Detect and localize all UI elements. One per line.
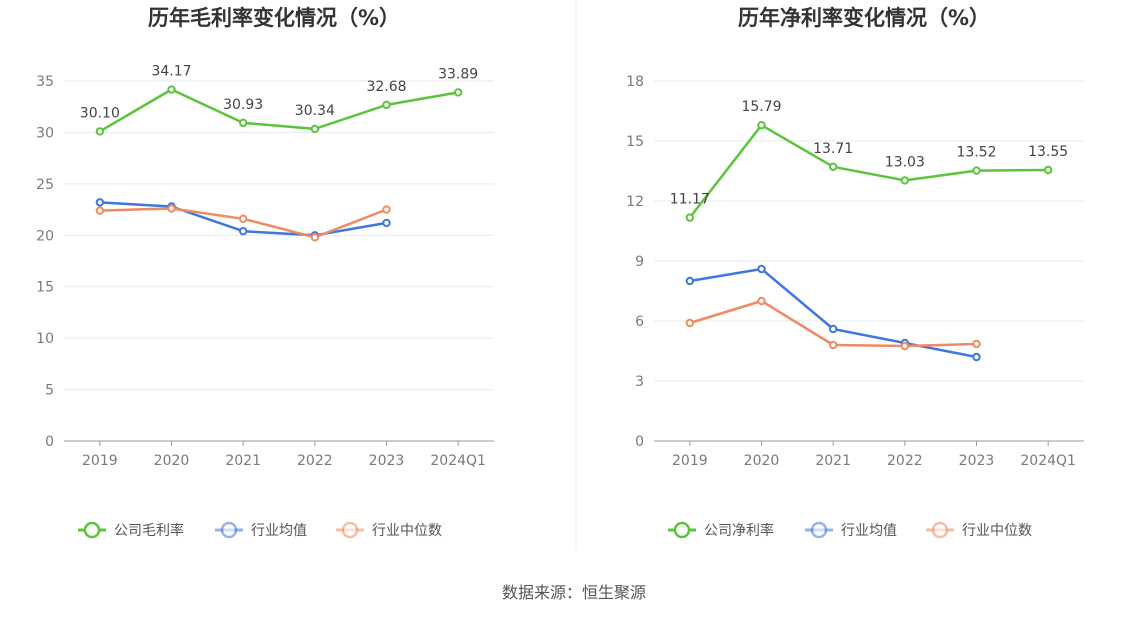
series-line-company xyxy=(688,123,1049,219)
data-point-median xyxy=(167,204,176,213)
data-point-company xyxy=(95,127,105,136)
y-tick-label: 12 xyxy=(626,194,644,210)
x-tick-label: 2020 xyxy=(744,453,780,469)
legend-label: 公司净利率 xyxy=(704,522,774,539)
legend-label: 行业中位数 xyxy=(372,523,442,539)
data-point-company xyxy=(828,162,838,172)
data-label: 13.71 xyxy=(813,141,853,157)
data-point-avg xyxy=(757,264,766,274)
data-label: 34.17 xyxy=(151,64,191,80)
x-tick-label: 2023 xyxy=(959,453,995,469)
data-label: 33.89 xyxy=(438,66,478,82)
y-tick-label: 18 xyxy=(626,74,644,90)
y-tick-label: 35 xyxy=(36,74,54,90)
data-point-company xyxy=(685,213,695,222)
data-point-avg xyxy=(95,198,105,207)
data-label: 15.79 xyxy=(741,99,781,115)
legend-marker xyxy=(810,521,828,539)
legend-marker xyxy=(83,521,101,539)
y-tick-label: 3 xyxy=(635,374,644,390)
y-tick-label: 20 xyxy=(36,228,54,244)
x-tick-label: 2022 xyxy=(887,453,923,469)
legend-marker xyxy=(673,521,691,539)
y-tick-label: 10 xyxy=(36,331,54,347)
x-tick-label: 2019 xyxy=(82,453,118,469)
data-point-avg xyxy=(685,276,695,286)
y-tick-label: 15 xyxy=(626,134,644,150)
legend-item-median: 行业中位数 xyxy=(926,521,1032,539)
legend-label: 公司毛利率 xyxy=(114,522,184,539)
y-tick-label: 30 xyxy=(36,125,54,141)
data-point-company xyxy=(757,121,766,130)
data-point-median xyxy=(828,340,838,350)
gross-margin-chart: 历年毛利率变化情况（%） 0 5 10 15 20 25 30 35 2019 2020 2021 20… xyxy=(36,6,494,539)
data-point-median xyxy=(238,214,248,224)
data-label: 30.34 xyxy=(295,103,335,119)
data-point-company xyxy=(310,124,320,134)
legend-item-company: 公司毛利率 xyxy=(78,521,184,539)
x-tick-label: 2023 xyxy=(369,453,405,469)
legend-marker xyxy=(341,521,359,539)
data-point-company xyxy=(900,176,910,185)
data-point-median xyxy=(757,296,766,306)
legend-item-median: 行业中位数 xyxy=(336,521,442,539)
x-tick-label: 2022 xyxy=(297,453,333,469)
data-label: 30.93 xyxy=(223,97,263,113)
data-label: 13.52 xyxy=(956,145,996,161)
data-point-company xyxy=(167,85,176,94)
legend-label: 行业中位数 xyxy=(962,523,1032,539)
y-tick-label: 0 xyxy=(635,434,644,450)
data-label: 13.55 xyxy=(1028,144,1068,160)
y-tick-label: 0 xyxy=(45,434,54,450)
x-tick-label: 2021 xyxy=(815,453,851,469)
data-point-median xyxy=(685,318,695,328)
chart-title: 历年净利率变化情况（%） xyxy=(738,6,990,30)
source-text: 数据来源：恒生聚源 xyxy=(502,583,646,602)
chart-title: 历年毛利率变化情况（%） xyxy=(148,6,400,30)
x-tick-label: 2024Q1 xyxy=(1020,453,1076,469)
series-line-median xyxy=(689,299,977,348)
x-tick-label: 2021 xyxy=(225,453,261,469)
x-tick-label: 2024Q1 xyxy=(430,453,486,469)
y-tick-label: 9 xyxy=(635,254,644,270)
data-point-avg xyxy=(382,218,391,228)
y-tick-label: 15 xyxy=(36,280,54,296)
x-tick-label: 2019 xyxy=(672,453,708,469)
data-point-company xyxy=(238,118,248,128)
data-label: 13.03 xyxy=(885,154,925,170)
data-point-median xyxy=(972,339,981,349)
net-margin-chart: 历年净利率变化情况（%） 0 3 6 9 12 15 18 2019 2020 2021 2022 20… xyxy=(626,6,1084,539)
data-point-avg xyxy=(238,226,248,236)
data-point-avg xyxy=(828,324,838,334)
legend-item-company: 公司净利率 xyxy=(668,521,774,539)
data-point-company xyxy=(972,166,981,175)
y-tick-label: 5 xyxy=(45,383,54,399)
data-point-company xyxy=(382,100,391,110)
data-point-median xyxy=(95,206,105,215)
data-label: 32.68 xyxy=(366,79,406,95)
legend-item-avg: 行业均值 xyxy=(805,521,897,539)
legend-item-avg: 行业均值 xyxy=(215,521,307,539)
data-point-median xyxy=(382,205,391,214)
data-point-avg xyxy=(972,352,981,362)
legend-marker xyxy=(220,521,238,539)
y-tick-label: 6 xyxy=(635,314,644,330)
x-tick-label: 2020 xyxy=(154,453,190,469)
data-label: 11.17 xyxy=(670,192,710,208)
series-line-company xyxy=(99,88,459,133)
legend-label: 行业均值 xyxy=(841,523,897,539)
y-tick-label: 25 xyxy=(36,177,54,193)
legend-label: 行业均值 xyxy=(251,523,307,539)
data-point-median xyxy=(900,341,910,351)
data-label: 30.10 xyxy=(80,105,120,121)
data-point-company xyxy=(1043,165,1053,175)
legend-marker xyxy=(931,521,949,539)
data-point-median xyxy=(310,233,320,242)
data-point-company xyxy=(453,88,463,97)
